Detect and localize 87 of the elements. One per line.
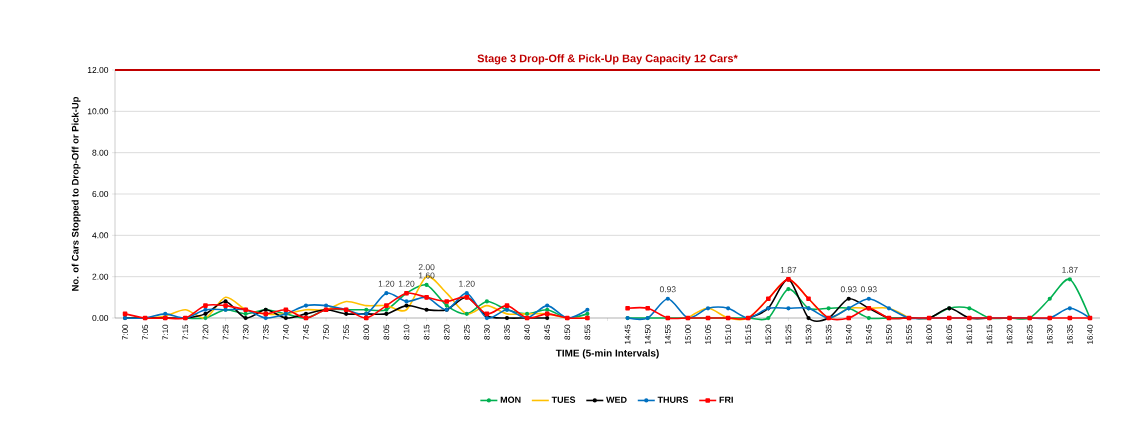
point: [545, 307, 550, 312]
annotation: 1.20: [398, 280, 415, 287]
annotation: 0.93: [840, 286, 857, 293]
point: [585, 315, 590, 321]
point: [625, 305, 630, 311]
point: [364, 307, 369, 312]
point: [967, 306, 972, 311]
point: [283, 315, 288, 321]
point: [726, 306, 731, 311]
y-tick-label: 8.00: [92, 149, 109, 156]
point: [806, 315, 811, 321]
annotation: 1.87: [780, 266, 797, 273]
point: [806, 296, 811, 302]
point: [384, 303, 389, 308]
point: [665, 296, 670, 301]
point: [545, 303, 550, 308]
point: [846, 315, 852, 321]
annotation: 2.00: [418, 264, 435, 271]
point: [404, 303, 409, 308]
point: [886, 306, 892, 311]
y-tick-label: 10.00: [87, 108, 109, 115]
point: [424, 282, 429, 288]
point: [525, 311, 530, 316]
legend-label: THURS: [657, 396, 689, 403]
point: [424, 307, 429, 312]
point: [303, 311, 309, 316]
point: [504, 303, 510, 308]
point: [263, 311, 269, 317]
point: [1047, 296, 1052, 301]
point: [303, 303, 309, 308]
ref-line-label: Stage 3 Drop-Off & Pick-Up Bay Capacity 12 Cars*: [477, 54, 738, 65]
point: [866, 315, 871, 321]
point: [504, 315, 510, 321]
x-axis-title: TIME (5-min Intervals): [555, 349, 659, 359]
point: [545, 315, 550, 321]
y-axis-title: No. of Cars Stopped to Drop-Off or Pick-Up: [71, 96, 81, 291]
point: [223, 299, 228, 304]
point: [203, 307, 208, 312]
y-tick-label: 2.00: [92, 273, 109, 280]
point: [705, 306, 711, 311]
annotation: 1.87: [1062, 266, 1078, 273]
annotation: 1.20: [378, 280, 395, 287]
legend-label: WED: [606, 396, 627, 403]
point: [263, 315, 268, 321]
point: [585, 311, 590, 316]
point: [384, 311, 389, 316]
legend-label: MON: [500, 396, 521, 403]
annotation: 0.93: [659, 286, 676, 293]
point: [464, 291, 469, 296]
point: [464, 311, 469, 316]
annotation: 1.60: [418, 272, 435, 279]
point: [846, 296, 851, 301]
point: [203, 315, 208, 321]
point: [363, 315, 369, 321]
point: [766, 296, 771, 302]
point: [444, 303, 449, 308]
y-tick-label: 4.00: [92, 232, 109, 239]
y-tick-label: 12.00: [87, 67, 109, 73]
y-tick-label: 6.00: [92, 191, 109, 197]
legend-label: TUES: [551, 396, 576, 403]
point: [1067, 277, 1072, 282]
point: [786, 286, 791, 292]
point: [766, 315, 771, 321]
point: [1067, 306, 1072, 311]
point: [223, 303, 228, 308]
point: [323, 303, 329, 308]
point: [243, 315, 248, 321]
annotation: 1.20: [459, 280, 475, 287]
point: [163, 311, 168, 316]
point: [203, 311, 208, 316]
point: [384, 291, 389, 296]
point: [203, 303, 208, 308]
point: [283, 307, 289, 313]
point: [786, 306, 791, 311]
point: [404, 299, 409, 304]
point: [384, 307, 389, 312]
point: [866, 296, 871, 301]
point: [344, 311, 349, 316]
point: [585, 307, 590, 312]
point: [645, 305, 650, 311]
legend-label: FRI: [719, 396, 733, 403]
point: [243, 311, 248, 316]
annotation: 0.93: [860, 286, 877, 293]
point: [444, 299, 449, 304]
y-tick-label: 0.00: [92, 315, 109, 321]
point: [484, 299, 489, 304]
point: [826, 306, 831, 311]
